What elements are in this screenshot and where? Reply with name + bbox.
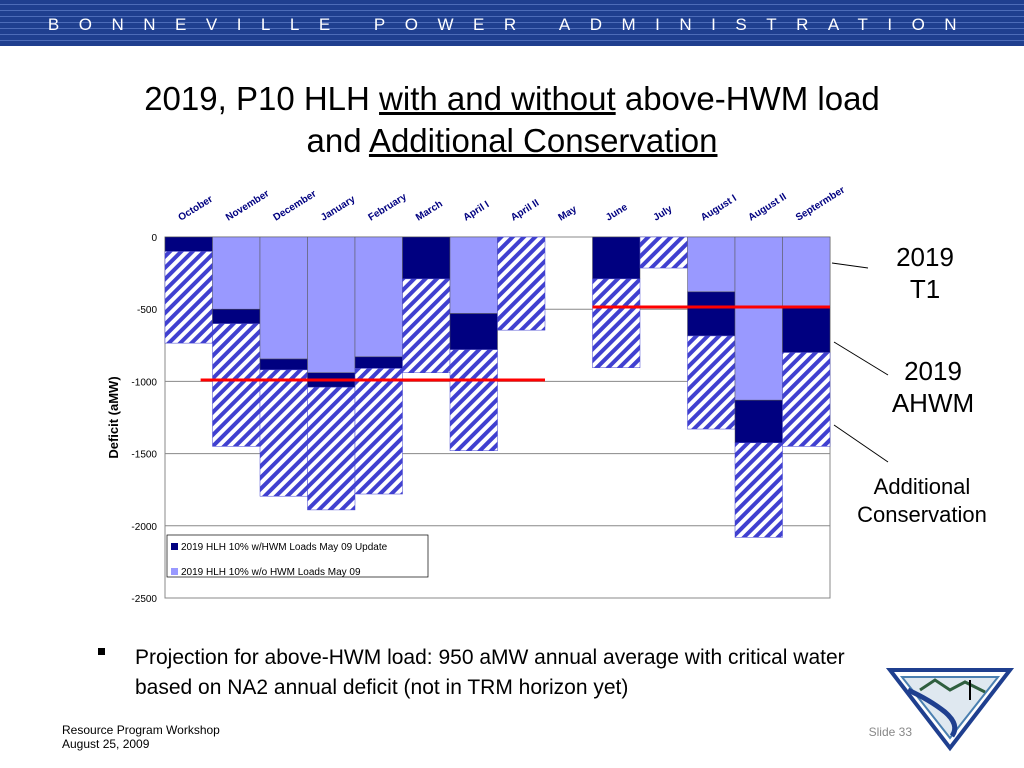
bar-segment-hatched xyxy=(592,278,641,368)
x-tick-label: December xyxy=(272,189,319,224)
title: 2019, P10 HLH with and without above-HWM… xyxy=(0,78,1024,162)
legend-swatch xyxy=(171,568,178,575)
x-tick-label: Septermber xyxy=(794,185,847,224)
arrow xyxy=(833,341,889,376)
legend-label: 2019 HLH 10% w/o HWM Loads May 09 xyxy=(181,567,361,578)
footer-text: August 25, 2009 xyxy=(62,737,150,751)
y-tick-label: 0 xyxy=(151,233,157,244)
legend-label: 2019 HLH 10% w/HWM Loads May 09 Update xyxy=(181,542,388,553)
slide-number: Slide 33 xyxy=(869,725,913,739)
bar-segment xyxy=(687,291,736,337)
legend-swatch xyxy=(171,543,178,550)
bar-segment xyxy=(734,236,783,401)
annotation: T1 xyxy=(910,274,940,304)
bar-segment-hatched xyxy=(259,369,308,497)
x-tick-label: April I xyxy=(462,199,492,223)
bar-segment xyxy=(259,236,308,360)
bar-segment xyxy=(307,236,356,373)
bar-segment xyxy=(212,236,261,310)
x-tick-label: June xyxy=(604,202,630,224)
bar-segment-hatched xyxy=(402,278,451,373)
bar-segment-hatched xyxy=(497,236,546,331)
bar-segment xyxy=(782,236,831,309)
x-tick-label: October xyxy=(177,194,215,224)
annotation: Additional xyxy=(874,474,971,499)
bar-segment-hatched xyxy=(687,335,736,430)
bar-segment xyxy=(259,358,308,371)
y-tick-label: -2500 xyxy=(131,594,157,605)
title-part: and xyxy=(306,122,362,159)
x-tick-label: August II xyxy=(747,191,789,223)
annotation: AHWM xyxy=(892,388,974,418)
bar-segment-hatched xyxy=(354,368,403,495)
bullet-text: Projection for above-HWM load: 950 aMW a… xyxy=(135,646,845,699)
bullet-marker xyxy=(98,648,105,655)
legend-box xyxy=(166,534,429,578)
bar-segment xyxy=(212,308,261,324)
bar-segment xyxy=(164,236,213,252)
y-tick-label: -500 xyxy=(137,305,157,316)
annotation: 2019 xyxy=(904,356,962,386)
y-axis-label: Deficit (aMW) xyxy=(106,376,121,458)
bar-segment-hatched xyxy=(164,251,213,344)
x-tick-label: November xyxy=(224,188,271,223)
y-tick-label: -2000 xyxy=(131,522,157,533)
title-line: 2019, P10 HLH with and without above-HWM… xyxy=(0,78,1024,120)
bar-segment-hatched xyxy=(307,386,356,511)
y-tick-label: -1000 xyxy=(131,377,157,388)
title-part: with and without xyxy=(379,80,616,117)
title-part: Additional Conservation xyxy=(368,122,718,159)
title-part: above-HWM load xyxy=(624,80,880,117)
logo xyxy=(885,668,1015,752)
x-tick-label: February xyxy=(367,191,409,223)
annotation: 2019 xyxy=(896,242,954,272)
header-band xyxy=(0,0,1024,46)
x-tick-label: January xyxy=(319,194,358,224)
bar-segment xyxy=(354,356,403,369)
bar-segment xyxy=(687,236,736,293)
bar-segment-hatched xyxy=(782,352,831,447)
title-line: and Additional Conservation xyxy=(0,120,1024,162)
y-tick-label: -1500 xyxy=(131,450,157,461)
bar-segment xyxy=(354,236,403,358)
bar-segment xyxy=(734,399,783,444)
bar-segment-hatched xyxy=(734,442,783,538)
bar-segment-hatched xyxy=(639,236,688,269)
bar-segment-hatched xyxy=(449,349,498,451)
bar-segment-hatched xyxy=(212,323,261,447)
x-tick-label: March xyxy=(414,199,445,224)
annotation: Conservation xyxy=(857,502,987,527)
title-part: 2019, P10 HLH xyxy=(144,80,370,117)
arrow xyxy=(831,262,869,269)
x-tick-label: July xyxy=(652,203,675,223)
bar-segment xyxy=(449,313,498,350)
bar-segment xyxy=(782,307,831,353)
footer-text: Resource Program Workshop xyxy=(62,723,220,737)
arrow xyxy=(833,424,889,463)
x-tick-label: May xyxy=(557,204,580,224)
x-tick-label: April II xyxy=(509,198,541,224)
bar-segment xyxy=(402,236,451,280)
header-text: BONNEVILLE POWER ADMINISTRATION xyxy=(48,15,976,34)
x-tick-label: August I xyxy=(699,193,739,224)
bar-segment xyxy=(449,236,498,314)
bar-segment xyxy=(592,236,641,280)
